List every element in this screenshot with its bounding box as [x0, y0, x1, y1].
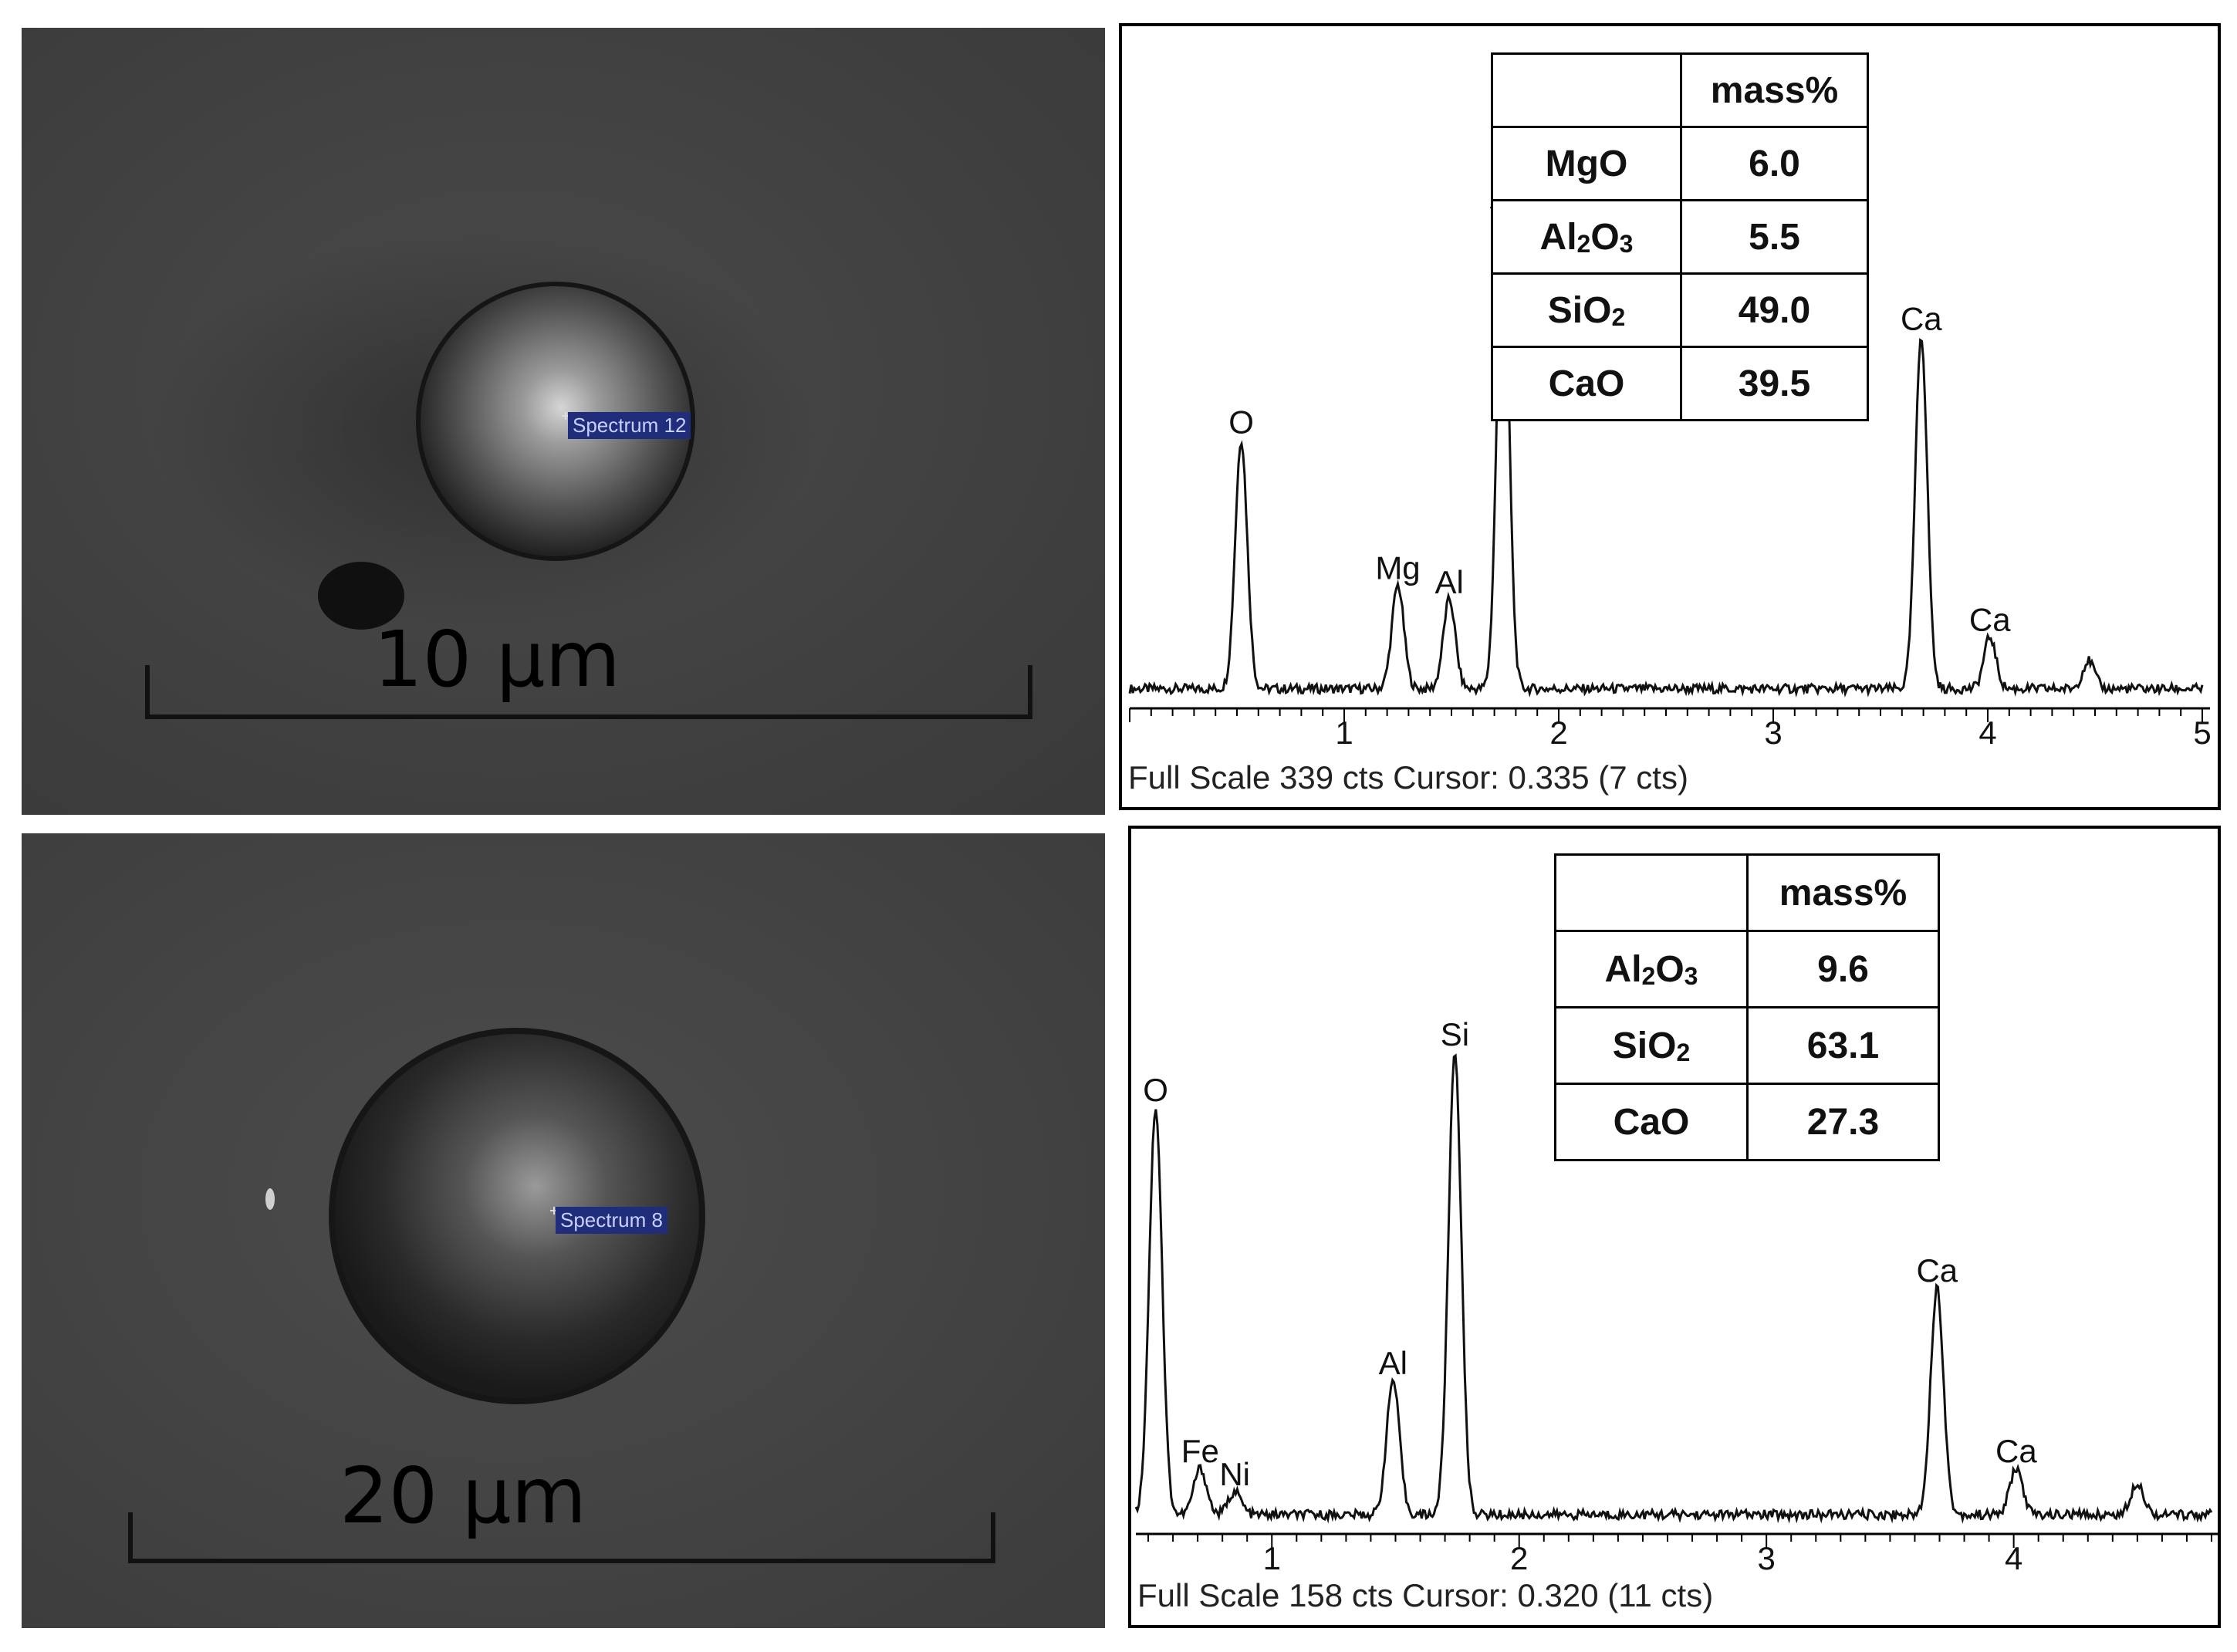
- sem-micrograph-top: Spectrum 12 10 µm: [22, 28, 1105, 815]
- spectrum-tag: Spectrum 8: [556, 1207, 667, 1234]
- eds-spectrum-bottom: 1 2 3 4 O Fe Ni Al Si Ca Ca mass% Al2O3 9.6 SiO2 6…: [1128, 826, 2221, 1628]
- peak-label-ca: Ca: [1969, 602, 2011, 638]
- peak-label-ca: Ca: [1901, 300, 1942, 336]
- peak-label-ni: Ni: [1219, 1456, 1250, 1492]
- table-header-mass: mass%: [1746, 853, 1940, 932]
- peak-label-mg: Mg: [1375, 550, 1420, 586]
- x-tick-label: 2: [1549, 715, 1567, 751]
- peak-label-fe: Fe: [1181, 1433, 1219, 1469]
- value-cell: 49.0: [1680, 272, 1869, 348]
- scale-bar-label: 20 µm: [339, 1451, 587, 1541]
- oxide-cell: CaO: [1491, 346, 1682, 421]
- spectrum-plot: 12345OMgAlSiCaCa: [1128, 183, 2212, 751]
- table-row: MgO 6.0: [1491, 126, 1869, 201]
- peak-label-al: Al: [1435, 564, 1464, 600]
- sem-micrograph-bottom: Spectrum 8 20 µm: [22, 833, 1105, 1628]
- value-cell: 39.5: [1680, 346, 1869, 421]
- peak-label-o: O: [1143, 1072, 1168, 1108]
- table-header-empty: [1491, 52, 1682, 128]
- oxide-cell: Al2O3: [1554, 930, 1749, 1008]
- oxide-cell: CaO: [1554, 1083, 1749, 1161]
- x-tick-label: 5: [2193, 715, 2211, 751]
- dark-spot: [318, 562, 404, 630]
- oxide-cell: SiO2: [1491, 272, 1682, 348]
- value-cell: 9.6: [1746, 930, 1940, 1008]
- x-tick-label: 3: [1764, 715, 1782, 751]
- value-cell: 63.1: [1746, 1006, 1940, 1085]
- x-tick-label: 4: [1978, 715, 1996, 751]
- table-row: CaO 39.5: [1491, 346, 1869, 421]
- table-header-mass: mass%: [1680, 52, 1869, 128]
- scale-bar: [128, 1512, 995, 1563]
- table-header-row: mass%: [1491, 52, 1869, 128]
- peak-label-ca: Ca: [1916, 1252, 1958, 1289]
- micrograph-image: [22, 28, 1105, 815]
- table-row: SiO2 49.0: [1491, 272, 1869, 348]
- scale-bar-label: 10 µm: [373, 614, 621, 704]
- eds-spectrum-top: 12345OMgAlSiCaCa mass% MgO 6.0 Al2O3 5.5…: [1119, 23, 2221, 810]
- x-tick-label: 1: [1335, 715, 1353, 751]
- scale-bar: [145, 665, 1032, 719]
- composition-table: mass% MgO 6.0 Al2O3 5.5 SiO2 49.0 CaO 39…: [1491, 52, 1869, 421]
- peak-label-al: Al: [1379, 1345, 1407, 1381]
- table-row: CaO 27.3: [1554, 1083, 1940, 1161]
- x-tick-label: 2: [1510, 1540, 1528, 1576]
- value-cell: 5.5: [1680, 199, 1869, 275]
- value-cell: 6.0: [1680, 126, 1869, 201]
- spectrum-line: [1128, 221, 2204, 698]
- spectrum-footer: Full Scale 339 cts Cursor: 0.335 (7 cts): [1128, 759, 1688, 796]
- oxide-cell: Al2O3: [1491, 199, 1682, 275]
- table-header-row: mass%: [1554, 853, 1940, 932]
- spectrum-tag: Spectrum 12: [568, 412, 691, 439]
- peak-label-o: O: [1228, 404, 1254, 440]
- table-header-empty: [1554, 853, 1749, 932]
- x-tick-label: 4: [2005, 1540, 2022, 1576]
- x-tick-label: 1: [1263, 1540, 1281, 1576]
- table-row: SiO2 63.1: [1554, 1006, 1940, 1085]
- inclusion-particle: [329, 1028, 705, 1404]
- peak-label-ca: Ca: [1995, 1433, 2037, 1469]
- spectrum-footer: Full Scale 158 cts Cursor: 0.320 (11 cts…: [1137, 1577, 1714, 1613]
- x-tick-label: 3: [1757, 1540, 1775, 1576]
- spectrum-line: [1134, 1053, 2213, 1524]
- composition-table: mass% Al2O3 9.6 SiO2 63.1 CaO 27.3: [1554, 853, 1940, 1161]
- oxide-cell: MgO: [1491, 126, 1682, 201]
- value-cell: 27.3: [1746, 1083, 1940, 1161]
- inclusion-particle: [416, 282, 695, 561]
- oxide-cell: SiO2: [1554, 1006, 1749, 1085]
- table-row: Al2O3 5.5: [1491, 199, 1869, 275]
- table-row: Al2O3 9.6: [1554, 930, 1940, 1008]
- peak-label-si: Si: [1441, 1016, 1469, 1052]
